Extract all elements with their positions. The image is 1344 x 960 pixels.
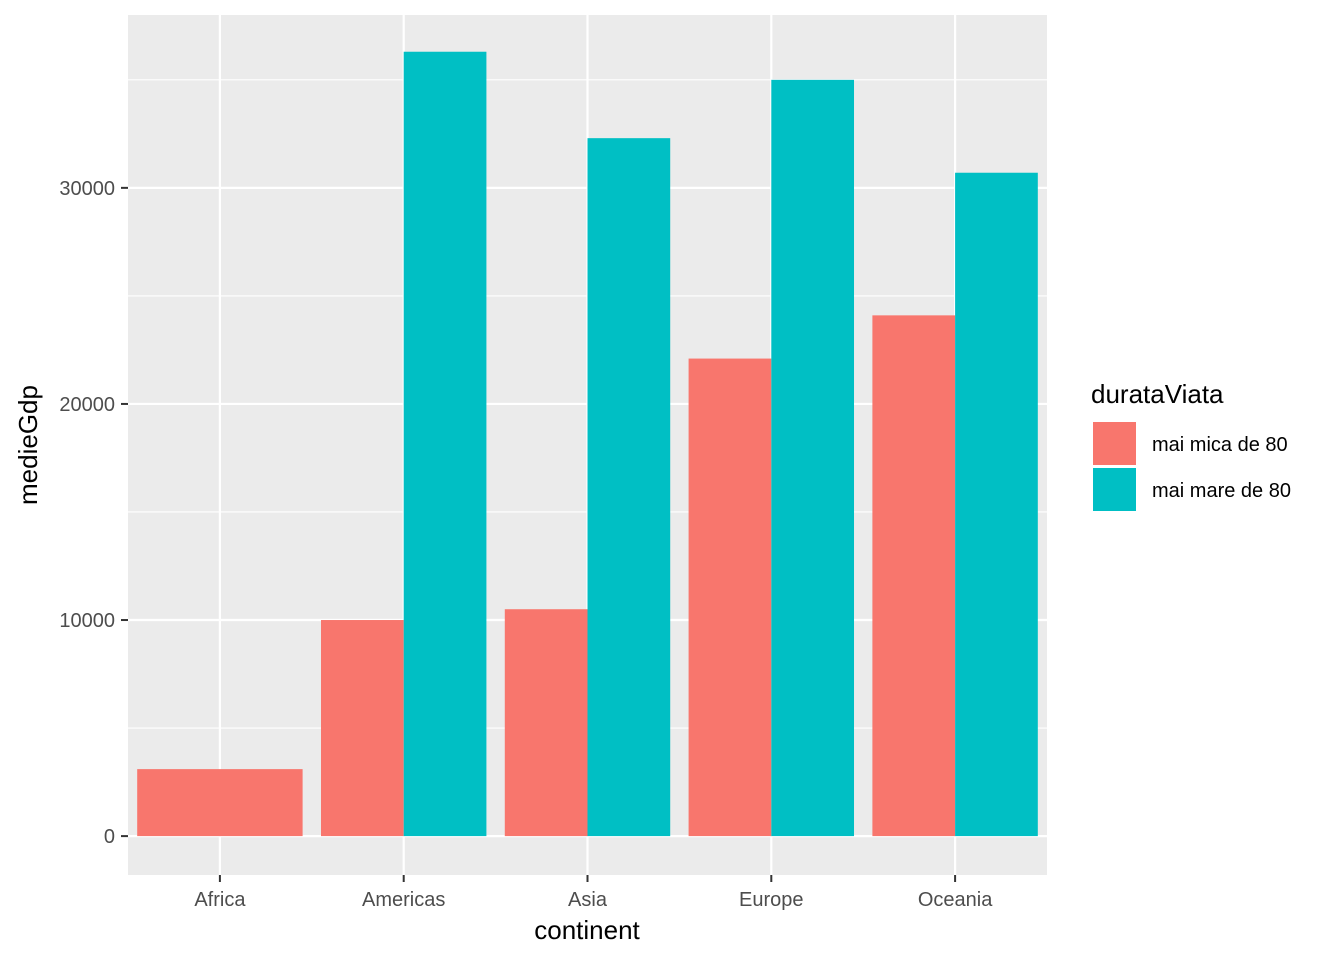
y-axis: 0 10000 20000 30000 bbox=[59, 178, 128, 848]
bar bbox=[403, 51, 487, 837]
legend-swatch bbox=[1093, 422, 1136, 465]
y-axis-title: medieGdp bbox=[13, 385, 43, 505]
x-axis-title: continent bbox=[534, 915, 640, 945]
bar bbox=[504, 609, 588, 837]
x-tick-label: Asia bbox=[568, 889, 608, 911]
legend-title: durataViata bbox=[1091, 379, 1224, 409]
x-tick-label: Oceania bbox=[918, 889, 993, 911]
bars bbox=[137, 51, 1038, 837]
bar bbox=[137, 769, 303, 837]
bar bbox=[771, 79, 855, 837]
x-tick-label: Americas bbox=[362, 889, 445, 911]
bar bbox=[320, 620, 404, 837]
y-tick-label: 20000 bbox=[59, 394, 115, 416]
bar bbox=[587, 138, 671, 837]
bar bbox=[688, 358, 772, 837]
legend-swatch bbox=[1093, 468, 1136, 511]
y-tick-label: 30000 bbox=[59, 178, 115, 200]
x-tick-label: Africa bbox=[194, 889, 246, 911]
legend: durataViata mai mica de 80 mai mare de 80 bbox=[1091, 379, 1291, 511]
x-tick-label: Europe bbox=[739, 889, 804, 911]
legend-label: mai mare de 80 bbox=[1152, 480, 1291, 502]
x-axis: Africa Americas Asia Europe Oceania bbox=[194, 875, 993, 911]
y-tick-label: 10000 bbox=[59, 610, 115, 632]
y-tick-label: 0 bbox=[104, 826, 115, 848]
bar bbox=[872, 315, 956, 837]
legend-label: mai mica de 80 bbox=[1152, 434, 1288, 456]
bar bbox=[955, 172, 1038, 837]
